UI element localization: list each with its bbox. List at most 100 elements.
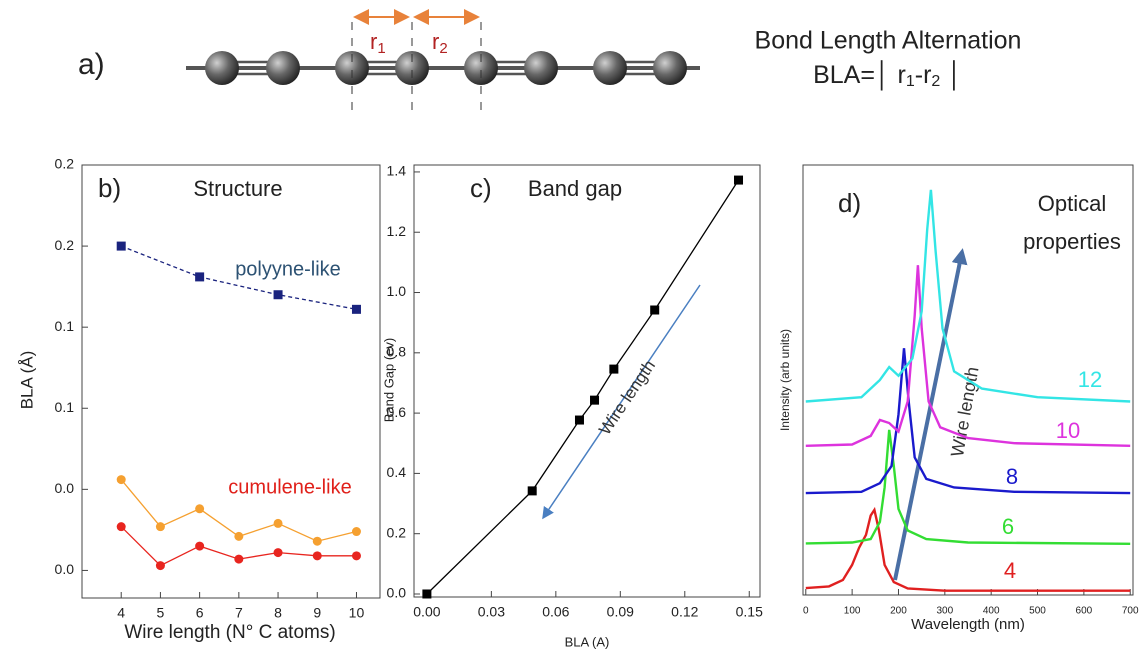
data-point [195, 504, 205, 514]
x-tick-label: 300 [936, 606, 953, 617]
x-tick-label: 700 [1122, 606, 1139, 617]
y-tick-label: 0.2 [387, 524, 407, 540]
x-tick-label: 6 [196, 605, 204, 621]
data-point [116, 475, 126, 485]
data-point [609, 364, 619, 374]
formula-sub: 1 [906, 73, 915, 90]
x-axis-label: Wavelength (nm) [911, 616, 1025, 633]
y-axis-label: Intensity (arb units) [778, 329, 792, 431]
data-point [234, 531, 244, 541]
y-tick-label: 0.0 [387, 585, 407, 601]
plot-frame [81, 164, 381, 599]
r1-base: r [370, 29, 377, 54]
y-tick-label: 1.2 [387, 223, 407, 239]
x-tick-label: 5 [157, 605, 165, 621]
series-label: 4 [1004, 558, 1016, 583]
data-point [527, 486, 537, 496]
data-point [351, 527, 361, 537]
data-point [590, 395, 600, 405]
panel-label: a) [78, 48, 105, 81]
x-tick-label: 500 [1029, 606, 1046, 617]
annotation: Wire length [595, 356, 659, 438]
y-tick-label: 0.2 [55, 156, 75, 172]
y-tick-label: 0.2 [55, 237, 75, 253]
series-line [120, 245, 357, 310]
data-point [312, 551, 322, 561]
formula-sub: 2 [931, 73, 940, 90]
x-tick-label: 0.09 [607, 604, 634, 620]
data-point [574, 415, 584, 425]
data-point [650, 305, 660, 315]
panel-title: Band gap [528, 176, 622, 201]
panel-label: c) [470, 173, 492, 203]
x-tick-label: 400 [983, 606, 1000, 617]
x-tick-label: 200 [890, 606, 907, 617]
y-tick-label: 1.4 [387, 163, 407, 179]
r1-label: r1 [370, 29, 386, 57]
r1-sub: 1 [377, 40, 385, 57]
x-tick-label: 7 [235, 605, 243, 621]
data-point [155, 522, 165, 532]
trend-arrow [542, 284, 701, 520]
y-axis-label: BLA (Å) [17, 351, 36, 410]
x-tick-label: 0.15 [736, 604, 763, 620]
y-tick-label: 0.0 [55, 561, 75, 577]
y-tick-label: 0.6 [387, 404, 407, 420]
data-point [734, 175, 744, 185]
y-axis-label: Band Gap (ev) [381, 338, 396, 423]
x-axis-label: BLA (A) [565, 634, 610, 649]
y-tick-label: 0.8 [387, 344, 407, 360]
trend-arrow [893, 248, 968, 581]
bla-title: Bond Length Alternation [755, 27, 1022, 55]
formula-part: │ [940, 60, 963, 91]
data-point [116, 241, 126, 251]
y-tick-label: 0.4 [387, 464, 407, 480]
x-tick-label: 0.03 [478, 604, 505, 620]
panel-title: properties [1023, 229, 1121, 254]
atoms [205, 51, 687, 85]
y-tick-label: 0.1 [55, 318, 75, 334]
x-tick-label: 4 [117, 605, 125, 621]
panel-a: a) r1 r2 Bond Length Alternation BLA=│ r… [78, 9, 1022, 112]
series-line [805, 189, 1131, 403]
data-point [155, 561, 165, 571]
panel-label: d) [838, 188, 861, 218]
data-point [273, 290, 283, 300]
data-point [351, 551, 361, 561]
annotation: cumulene-like [228, 476, 351, 498]
series-label: 10 [1056, 418, 1080, 443]
x-tick-label: 8 [274, 605, 282, 621]
panel-label: b) [98, 173, 121, 203]
x-tick-label: 0 [803, 606, 809, 617]
bla-formula: BLA=│ r1-r2 │ [813, 60, 963, 91]
plot-frame [413, 164, 761, 598]
data-point [351, 304, 361, 314]
series-line [805, 265, 1131, 447]
data-point [195, 272, 205, 282]
series-label: 12 [1078, 367, 1102, 392]
data-point [116, 522, 126, 532]
x-tick-label: 0.00 [413, 604, 440, 620]
x-tick-label: 600 [1076, 606, 1093, 617]
plot-frame [802, 164, 1134, 596]
formula-part: BLA=│ r [813, 60, 906, 91]
series-line [805, 506, 1131, 592]
series-label: 8 [1006, 464, 1018, 489]
x-axis-label: Wire length (N° C atoms) [124, 622, 335, 643]
x-tick-label: 100 [844, 606, 861, 617]
data-point [312, 536, 322, 546]
panel-title: Structure [193, 176, 282, 201]
x-tick-label: 9 [313, 605, 321, 621]
x-tick-label: 0.12 [671, 604, 698, 620]
r2-label: r2 [432, 29, 448, 57]
x-tick-label: 10 [349, 605, 365, 621]
series-line [805, 348, 1131, 495]
series-line [805, 429, 1131, 545]
data-point [273, 548, 283, 558]
x-tick-label: 0.06 [542, 604, 569, 620]
y-tick-label: 0.0 [55, 480, 75, 496]
data-point [234, 554, 244, 564]
data-point [273, 518, 283, 528]
y-tick-label: 0.1 [55, 399, 75, 415]
